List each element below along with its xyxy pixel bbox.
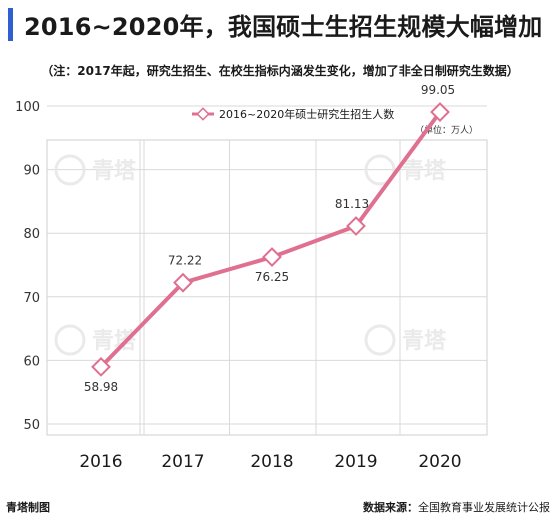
title-accent-bar: [8, 8, 13, 41]
ytick-label-90: 90: [23, 164, 40, 179]
ytick-label-60: 60: [23, 354, 40, 369]
footer-source-name: 全国教育事业发展统计公报: [418, 501, 550, 514]
xtick-label-2017: 2017: [161, 452, 204, 472]
ytick-label-100: 100: [15, 100, 40, 115]
plot-area-border: [46, 139, 488, 436]
legend-label: 2016~2020年硕士研究生招生人数: [219, 107, 394, 121]
footer-source: 数据来源：全国教育事业发展统计公报: [363, 499, 550, 515]
watermark-1: 青塔: [364, 154, 447, 186]
xtick-label-2019: 2019: [334, 452, 377, 472]
data-markers: [91, 102, 450, 377]
marker-2020: [430, 102, 450, 122]
xtick-label-2020: 2020: [418, 452, 461, 472]
watermark-logo-0: [54, 154, 86, 186]
ytick-label-50: 50: [23, 418, 40, 433]
marker-2016: [91, 356, 111, 377]
data-label-2020: 99.05: [421, 83, 455, 97]
xtick-label-2018: 2018: [250, 452, 293, 472]
watermark-logo-1: [364, 154, 396, 186]
marker-2018: [262, 247, 282, 267]
footer-source-label: 数据来源：: [363, 501, 418, 514]
watermark-2: 青塔: [54, 324, 137, 356]
watermark-logo-3: [364, 324, 396, 356]
watermark-text-2: 青塔: [92, 329, 137, 354]
chart-note: （注：2017年起，研究生招生、在校生指标内涵发生变化，增加了非全日制研究生数据…: [41, 64, 519, 78]
data-label-2019: 81.13: [335, 197, 369, 211]
watermark-text-1: 青塔: [402, 159, 447, 184]
footer-credit: 青塔制图: [6, 501, 50, 514]
x-axis-ticks: 2016 2017 2018 2019 2020: [79, 452, 461, 472]
ytick-label-80: 80: [23, 227, 40, 242]
data-label-2016: 58.98: [84, 380, 118, 394]
watermark-text-3: 青塔: [402, 329, 447, 354]
watermark-3: 青塔: [364, 324, 447, 356]
watermark-text-0: 青塔: [92, 159, 137, 184]
data-label-2018: 76.25: [255, 270, 289, 284]
page-title: 2016~2020年，我国硕士生招生规模大幅增加: [24, 13, 543, 41]
xtick-label-2016: 2016: [79, 452, 122, 472]
data-labels: 58.98 72.22 76.25 81.13 99.05: [84, 83, 455, 394]
watermark-logo-2: [54, 324, 86, 356]
y-axis-ticks: 50 60 70 80 90 100: [15, 100, 40, 433]
data-label-2017: 72.22: [168, 254, 202, 268]
grid-layer: [47, 105, 487, 435]
ytick-label-70: 70: [23, 291, 40, 306]
marker-2017: [173, 272, 193, 293]
legend-marker-swatch: [196, 107, 210, 121]
legend: 2016~2020年硕士研究生招生人数: [192, 107, 394, 121]
marker-2019: [346, 216, 366, 236]
watermark-0: 青塔: [54, 154, 137, 186]
